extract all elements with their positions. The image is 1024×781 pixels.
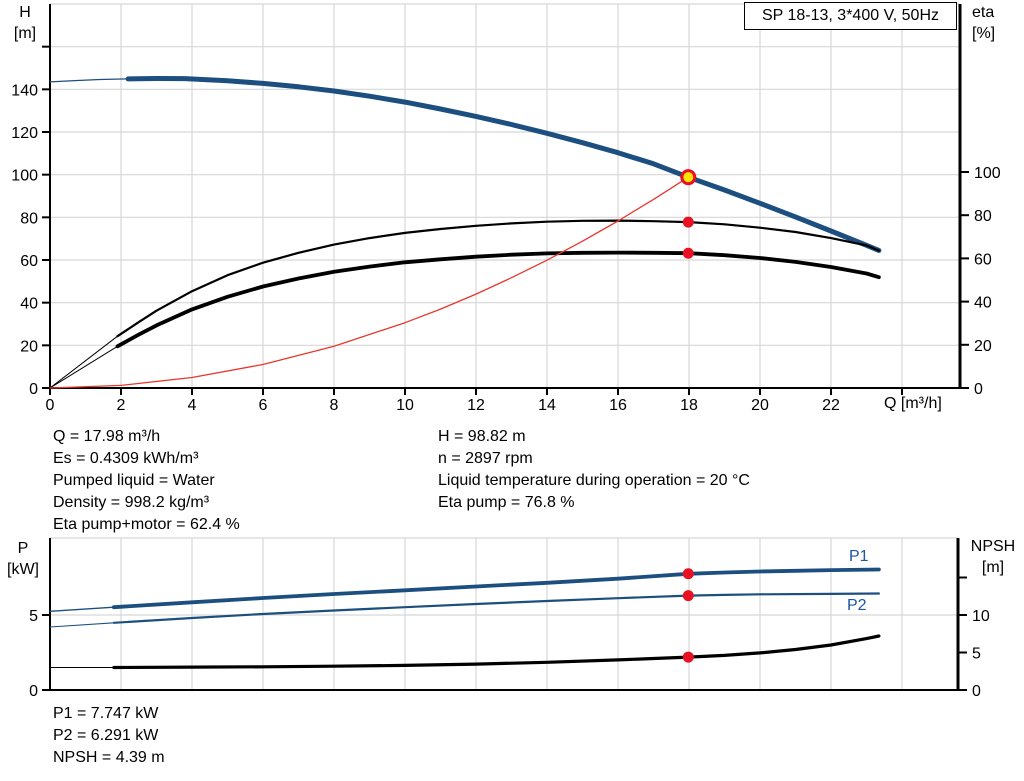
eta-axis-label-line1: eta: [972, 4, 995, 21]
eta-axis-label: eta [%]: [972, 2, 1022, 44]
x-tick-label: 14: [538, 397, 556, 414]
npsh-axis-label-line1: NPSH: [970, 538, 1016, 555]
head-axis-label-line1: H: [19, 4, 31, 21]
x-tick-label: 2: [117, 397, 126, 414]
info-line-p2: P2 = 6.291 kW: [53, 727, 159, 744]
info-line-npsh: NPSH = 4.39 m: [53, 749, 165, 766]
pump-title-text: SP 18-13, 3*400 V, 50Hz: [761, 7, 940, 24]
curve-npsh: [112, 634, 881, 670]
left-tick-label: 20: [20, 338, 38, 355]
head-axis-label-line2: [m]: [13, 25, 37, 42]
x-tick-label: 22: [822, 397, 840, 414]
p1-curve-label: P1: [849, 548, 869, 565]
curve-head: [49, 78, 129, 83]
duty-point[interactable]: [680, 169, 697, 186]
info-line-p1: P1 = 7.747 kW: [53, 705, 159, 722]
eta-axis-label-line2: [%]: [972, 25, 996, 42]
curve-eta-pump-motor: [115, 250, 881, 349]
right-tick-label: 5: [972, 646, 981, 663]
x-tick-label: 6: [259, 397, 268, 414]
npsh-axis-label: NPSH [m]: [964, 536, 1022, 578]
info-line-liquid: Pumped liquid = Water: [53, 472, 215, 489]
right-tick-label: 0: [974, 381, 983, 398]
info-line-es: Es = 0.4309 kWh/m³: [53, 450, 199, 467]
left-tick-label: 140: [11, 82, 38, 99]
left-tick-label: 40: [20, 296, 38, 313]
x-tick-label: 18: [680, 397, 698, 414]
x-tick-label: 8: [330, 397, 339, 414]
left-tick-label: 120: [11, 125, 38, 142]
x-tick-label: 10: [396, 397, 414, 414]
p1-duty-dot: [682, 568, 694, 580]
right-tick-label: 80: [974, 208, 992, 225]
curve-eta-pump: [49, 335, 118, 389]
duty-info-bottom: P1 = 7.747 kW P2 = 6.291 kW NPSH = 4.39 …: [53, 703, 165, 769]
right-tick-label: 40: [974, 295, 992, 312]
pump-title-box: SP 18-13, 3*400 V, 50Hz: [744, 2, 957, 30]
curve-p2-power: [112, 592, 881, 624]
curve-head: [125, 76, 882, 253]
head-axis-label: H [m]: [6, 2, 44, 44]
info-line-eta-pump: Eta pump = 76.8 %: [438, 494, 575, 511]
left-tick-label: 80: [20, 210, 38, 227]
eta-pump-motor-duty-dot: [682, 247, 694, 259]
curve-p1-power: [49, 606, 115, 612]
left-tick-label: 60: [20, 253, 38, 270]
x-tick-label: 4: [188, 397, 197, 414]
eta-pump-duty-dot: [682, 216, 694, 228]
x-tick-label: 20: [751, 397, 769, 414]
curve-eta-pump-motor: [49, 345, 118, 389]
left-tick-label: 0: [29, 683, 38, 700]
x-tick-label: 16: [609, 397, 627, 414]
chart-power-npsh-curves: 0 5 0 5 10: [29, 537, 990, 700]
curve-system-curve: [49, 176, 689, 389]
x-tick-label: 0: [46, 397, 55, 414]
info-line-q: Q = 17.98 m³/h: [53, 428, 161, 445]
right-tick-label: 100: [974, 165, 1001, 182]
p2-curve-label: P2: [847, 597, 867, 614]
curve-p1-power: [112, 567, 881, 610]
npsh-duty-dot: [682, 651, 694, 663]
duty-info-right: H = 98.82 m n = 2897 rpm Liquid temperat…: [438, 426, 750, 514]
power-axis-label-line2: [kW]: [7, 561, 39, 578]
right-tick-label: 0: [972, 683, 981, 700]
p2-duty-dot: [682, 590, 694, 602]
power-axis-label-line1: P: [17, 540, 29, 557]
q-axis-label: Q [m³/h]: [884, 395, 942, 412]
right-tick-label: 10: [972, 608, 990, 625]
right-tick-label: 20: [974, 338, 992, 355]
info-line-temp: Liquid temperature during operation = 20…: [438, 472, 750, 489]
left-tick-label: 5: [29, 608, 38, 625]
right-tick-label: 60: [974, 251, 992, 268]
chart-performance-curves: 0 2 4 6 8 10 12 14 16 18 20 22 0 20 40 60 80 100 120 140 0 20…: [11, 3, 1001, 414]
curve-p2-power: [49, 622, 115, 628]
curve-eta-pump: [116, 219, 881, 338]
power-axis-label: P [kW]: [2, 538, 44, 580]
info-line-h: H = 98.82 m: [438, 428, 526, 445]
left-tick-label: 100: [11, 168, 38, 185]
info-line-eta-total: Eta pump+motor = 62.4 %: [53, 516, 240, 533]
npsh-axis-label-line2: [m]: [981, 559, 1005, 576]
x-tick-label: 12: [467, 397, 485, 414]
duty-info-left: Q = 17.98 m³/h Es = 0.4309 kWh/m³ Pumped…: [53, 426, 240, 536]
left-tick-label: 0: [29, 381, 38, 398]
info-line-density: Density = 998.2 kg/m³: [53, 494, 210, 511]
info-line-n: n = 2897 rpm: [438, 450, 533, 467]
